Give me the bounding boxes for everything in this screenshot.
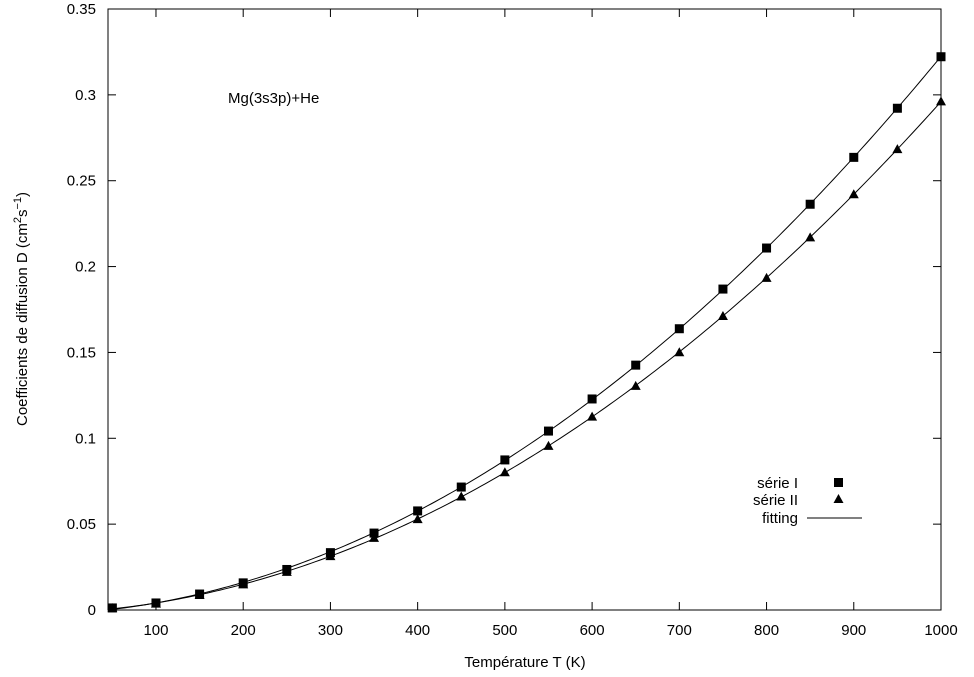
plot-frame bbox=[107, 8, 942, 611]
fitting-curve-1 bbox=[112, 56, 942, 610]
y-tick-label: 0.15 bbox=[67, 344, 96, 361]
legend-label-serie-2: série II bbox=[753, 492, 798, 509]
square-point bbox=[500, 455, 510, 465]
x-tick-label: 700 bbox=[667, 622, 692, 639]
x-tick-label: 200 bbox=[231, 622, 256, 639]
x-tick-label: 400 bbox=[405, 622, 430, 639]
y-tick-label: 0.25 bbox=[67, 173, 96, 190]
fitting-curves bbox=[112, 56, 942, 610]
y-tick-label: 0.1 bbox=[75, 430, 96, 447]
square-point bbox=[631, 360, 641, 370]
x-tick-label: 500 bbox=[492, 622, 517, 639]
fitting-curve-2 bbox=[112, 101, 942, 610]
triangle-point bbox=[848, 189, 859, 199]
square-point bbox=[849, 152, 859, 162]
triangle-point bbox=[281, 566, 292, 576]
x-tick-label: 300 bbox=[318, 622, 343, 639]
square-point bbox=[936, 52, 946, 62]
square-point bbox=[718, 284, 728, 294]
triangle-point bbox=[805, 232, 816, 242]
y-tick-label: 0.3 bbox=[75, 87, 96, 104]
axis-ticks: 100 200 300 400 500 600 700 800 900 1000 0 0.05 0.1 0… bbox=[67, 1, 958, 639]
data-markers bbox=[107, 52, 946, 613]
x-axis-title: Température T (K) bbox=[464, 654, 585, 671]
square-point bbox=[587, 394, 597, 404]
legend-marker-square bbox=[834, 478, 843, 487]
x-tick-label: 600 bbox=[580, 622, 605, 639]
square-point bbox=[413, 506, 423, 516]
x-tick-label: 100 bbox=[143, 622, 168, 639]
square-point bbox=[892, 103, 902, 113]
triangle-point bbox=[369, 532, 380, 542]
legend-label-fitting: fitting bbox=[762, 510, 798, 527]
triangle-point bbox=[150, 598, 161, 608]
legend-label-serie-1: série I bbox=[757, 475, 798, 492]
x-tick-label: 900 bbox=[841, 622, 866, 639]
triangle-point bbox=[194, 590, 205, 600]
triangle-point bbox=[325, 551, 336, 561]
y-tick-label: 0.35 bbox=[67, 1, 96, 18]
triangle-point bbox=[630, 380, 641, 390]
square-point bbox=[805, 199, 815, 209]
legend-marker-triangle bbox=[833, 494, 844, 503]
square-point bbox=[674, 324, 684, 334]
x-tick-label: 1000 bbox=[924, 622, 957, 639]
triangle-point bbox=[456, 491, 467, 501]
x-tick-label: 800 bbox=[754, 622, 779, 639]
triangle-point bbox=[412, 514, 423, 524]
chart-annotation: Mg(3s3p)+He bbox=[228, 90, 319, 107]
triangle-point bbox=[543, 440, 554, 450]
square-point bbox=[456, 482, 466, 492]
y-tick-label: 0.2 bbox=[75, 259, 96, 276]
triangle-point bbox=[892, 144, 903, 154]
triangle-point bbox=[238, 579, 249, 589]
y-axis-title: Coefficients de diffusion D (cm2s−1) bbox=[12, 192, 31, 426]
triangle-point bbox=[499, 467, 510, 477]
y-tick-label: 0 bbox=[88, 602, 96, 619]
triangle-point bbox=[936, 96, 946, 106]
square-point bbox=[762, 243, 772, 253]
triangle-point bbox=[717, 311, 728, 321]
y-tick-label: 0.05 bbox=[67, 516, 96, 533]
triangle-point bbox=[761, 272, 772, 282]
triangle-point bbox=[587, 411, 598, 421]
triangle-point bbox=[674, 347, 685, 357]
square-point bbox=[543, 426, 553, 436]
triangle-point bbox=[107, 603, 118, 613]
legend: série I série II fitting bbox=[753, 475, 862, 527]
